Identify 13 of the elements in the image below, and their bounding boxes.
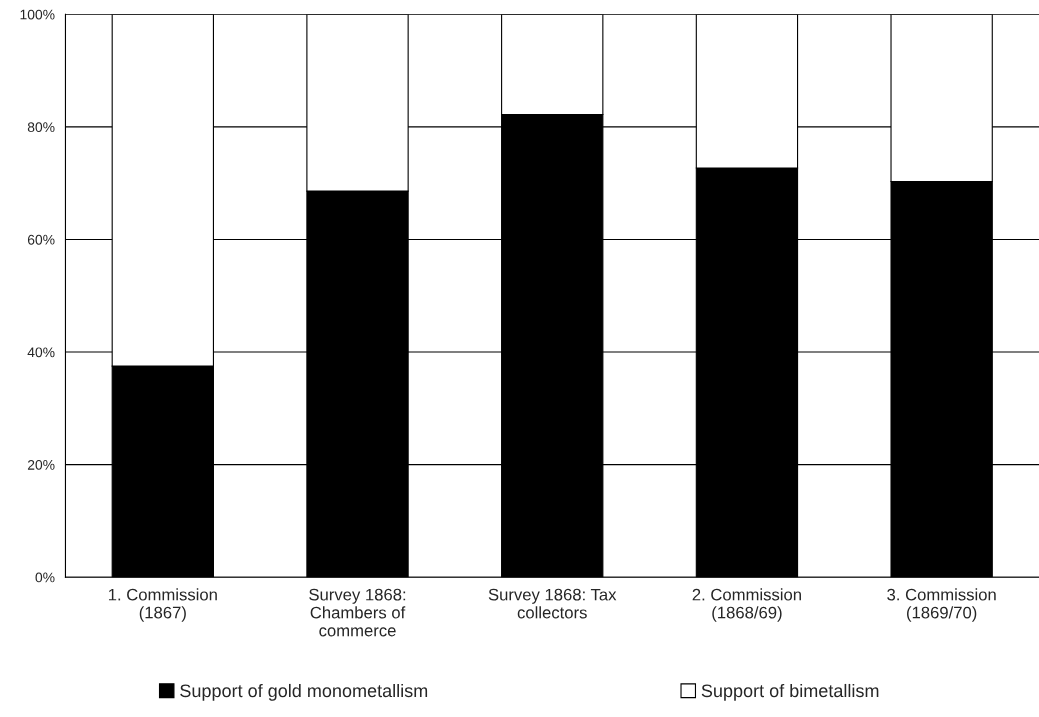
y-tick-label: 0%: [35, 572, 55, 583]
y-tick-label: 40%: [27, 347, 55, 358]
x-tick-label: 1. Commission (1867): [108, 588, 217, 622]
legend-label: Support of bimetallism: [701, 683, 879, 701]
x-tick-label: 3. Commission (1869/70): [887, 588, 996, 622]
x-tick-label: Survey 1868: Chambers of commerce: [309, 588, 406, 637]
y-tick-label: 100%: [20, 9, 55, 20]
legend-label: Support of gold monometallism: [180, 683, 428, 701]
x-tick-label: 2. Commission (1868/69): [692, 588, 801, 622]
y-tick-label: 80%: [27, 122, 55, 133]
y-tick-label: 60%: [27, 234, 55, 245]
y-tick-label: 20%: [27, 459, 55, 470]
x-tick-label: Survey 1868: Tax collectors: [488, 588, 617, 619]
